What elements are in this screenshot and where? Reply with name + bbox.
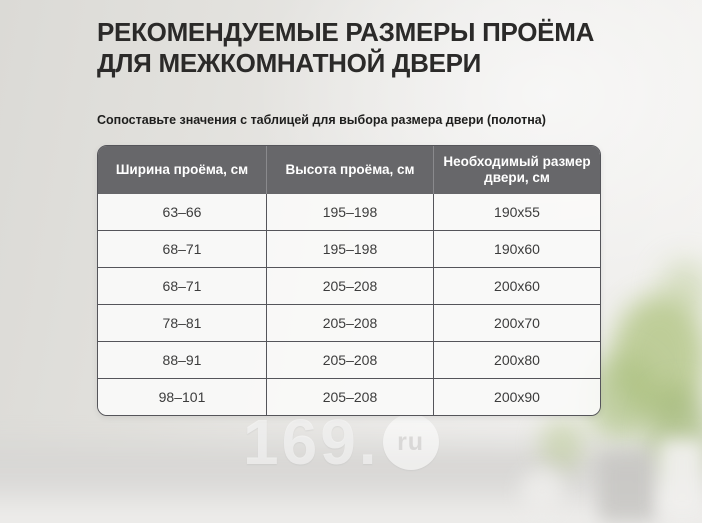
table-cell: 200x90: [433, 379, 600, 415]
table-body: 63–66 195–198 190x55 68–71 195–198 190x60 68–7…: [98, 194, 600, 415]
table-cell: 205–208: [266, 379, 433, 415]
table-cell: 205–208: [266, 268, 433, 304]
watermark-suffix: ru: [397, 427, 425, 456]
pot-blur: [598, 452, 658, 522]
table-cell: 205–208: [266, 342, 433, 378]
table-row: 63–66 195–198 190x55: [98, 194, 600, 230]
door-size-table: Ширина проёма, см Высота проёма, см Необхо…: [97, 145, 601, 416]
table-cell: 200x80: [433, 342, 600, 378]
table-cell: 63–66: [98, 194, 266, 230]
pot-blur: [658, 438, 702, 518]
table-cell: 88–91: [98, 342, 266, 378]
header-cell: Высота проёма, см: [266, 146, 433, 194]
watermark-circle-icon: ru: [382, 414, 439, 470]
table-row: 68–71 195–198 190x60: [98, 230, 600, 267]
watermark-logo: 169. ru: [243, 410, 439, 474]
table-cell: 200x70: [433, 305, 600, 341]
table-header: Ширина проёма, см Высота проёма, см Необхо…: [98, 146, 600, 194]
table-cell: 190x60: [433, 231, 600, 267]
table-cell: 195–198: [266, 194, 433, 230]
table-row: 78–81 205–208 200x70: [98, 304, 600, 341]
pot-blur: [520, 468, 564, 514]
background-floor-blur: [0, 427, 702, 523]
table-row: 68–71 205–208 200x60: [98, 267, 600, 304]
table-row: 98–101 205–208 200x90: [98, 378, 600, 415]
table-cell: 190x55: [433, 194, 600, 230]
page-title: РЕКОМЕНДУЕМЫЕ РАЗМЕРЫ ПРОЁМА ДЛЯ МЕЖКОМН…: [97, 17, 627, 79]
header-cell: Необходимый размер двери, см: [433, 146, 600, 194]
page-subtitle: Сопоставьте значения с таблицей для выбо…: [97, 113, 546, 127]
table-cell: 98–101: [98, 379, 266, 415]
table-cell: 68–71: [98, 231, 266, 267]
page-title-line2: ДЛЯ МЕЖКОМНАТНОЙ ДВЕРИ: [97, 48, 482, 78]
table-cell: 200x60: [433, 268, 600, 304]
table-cell: 68–71: [98, 268, 266, 304]
watermark-number: 169.: [243, 406, 380, 478]
header-cell: Ширина проёма, см: [115, 162, 249, 177]
table-row: 88–91 205–208 200x80: [98, 341, 600, 378]
table-header-row: Ширина проёма, см Высота проёма, см Необхо…: [98, 146, 600, 194]
plant-blur: [540, 418, 584, 470]
table-cell: 205–208: [266, 305, 433, 341]
table-cell: 78–81: [98, 305, 266, 341]
table-cell: 195–198: [266, 231, 433, 267]
page-title-line1: РЕКОМЕНДУЕМЫЕ РАЗМЕРЫ ПРОЁМА: [97, 17, 595, 47]
